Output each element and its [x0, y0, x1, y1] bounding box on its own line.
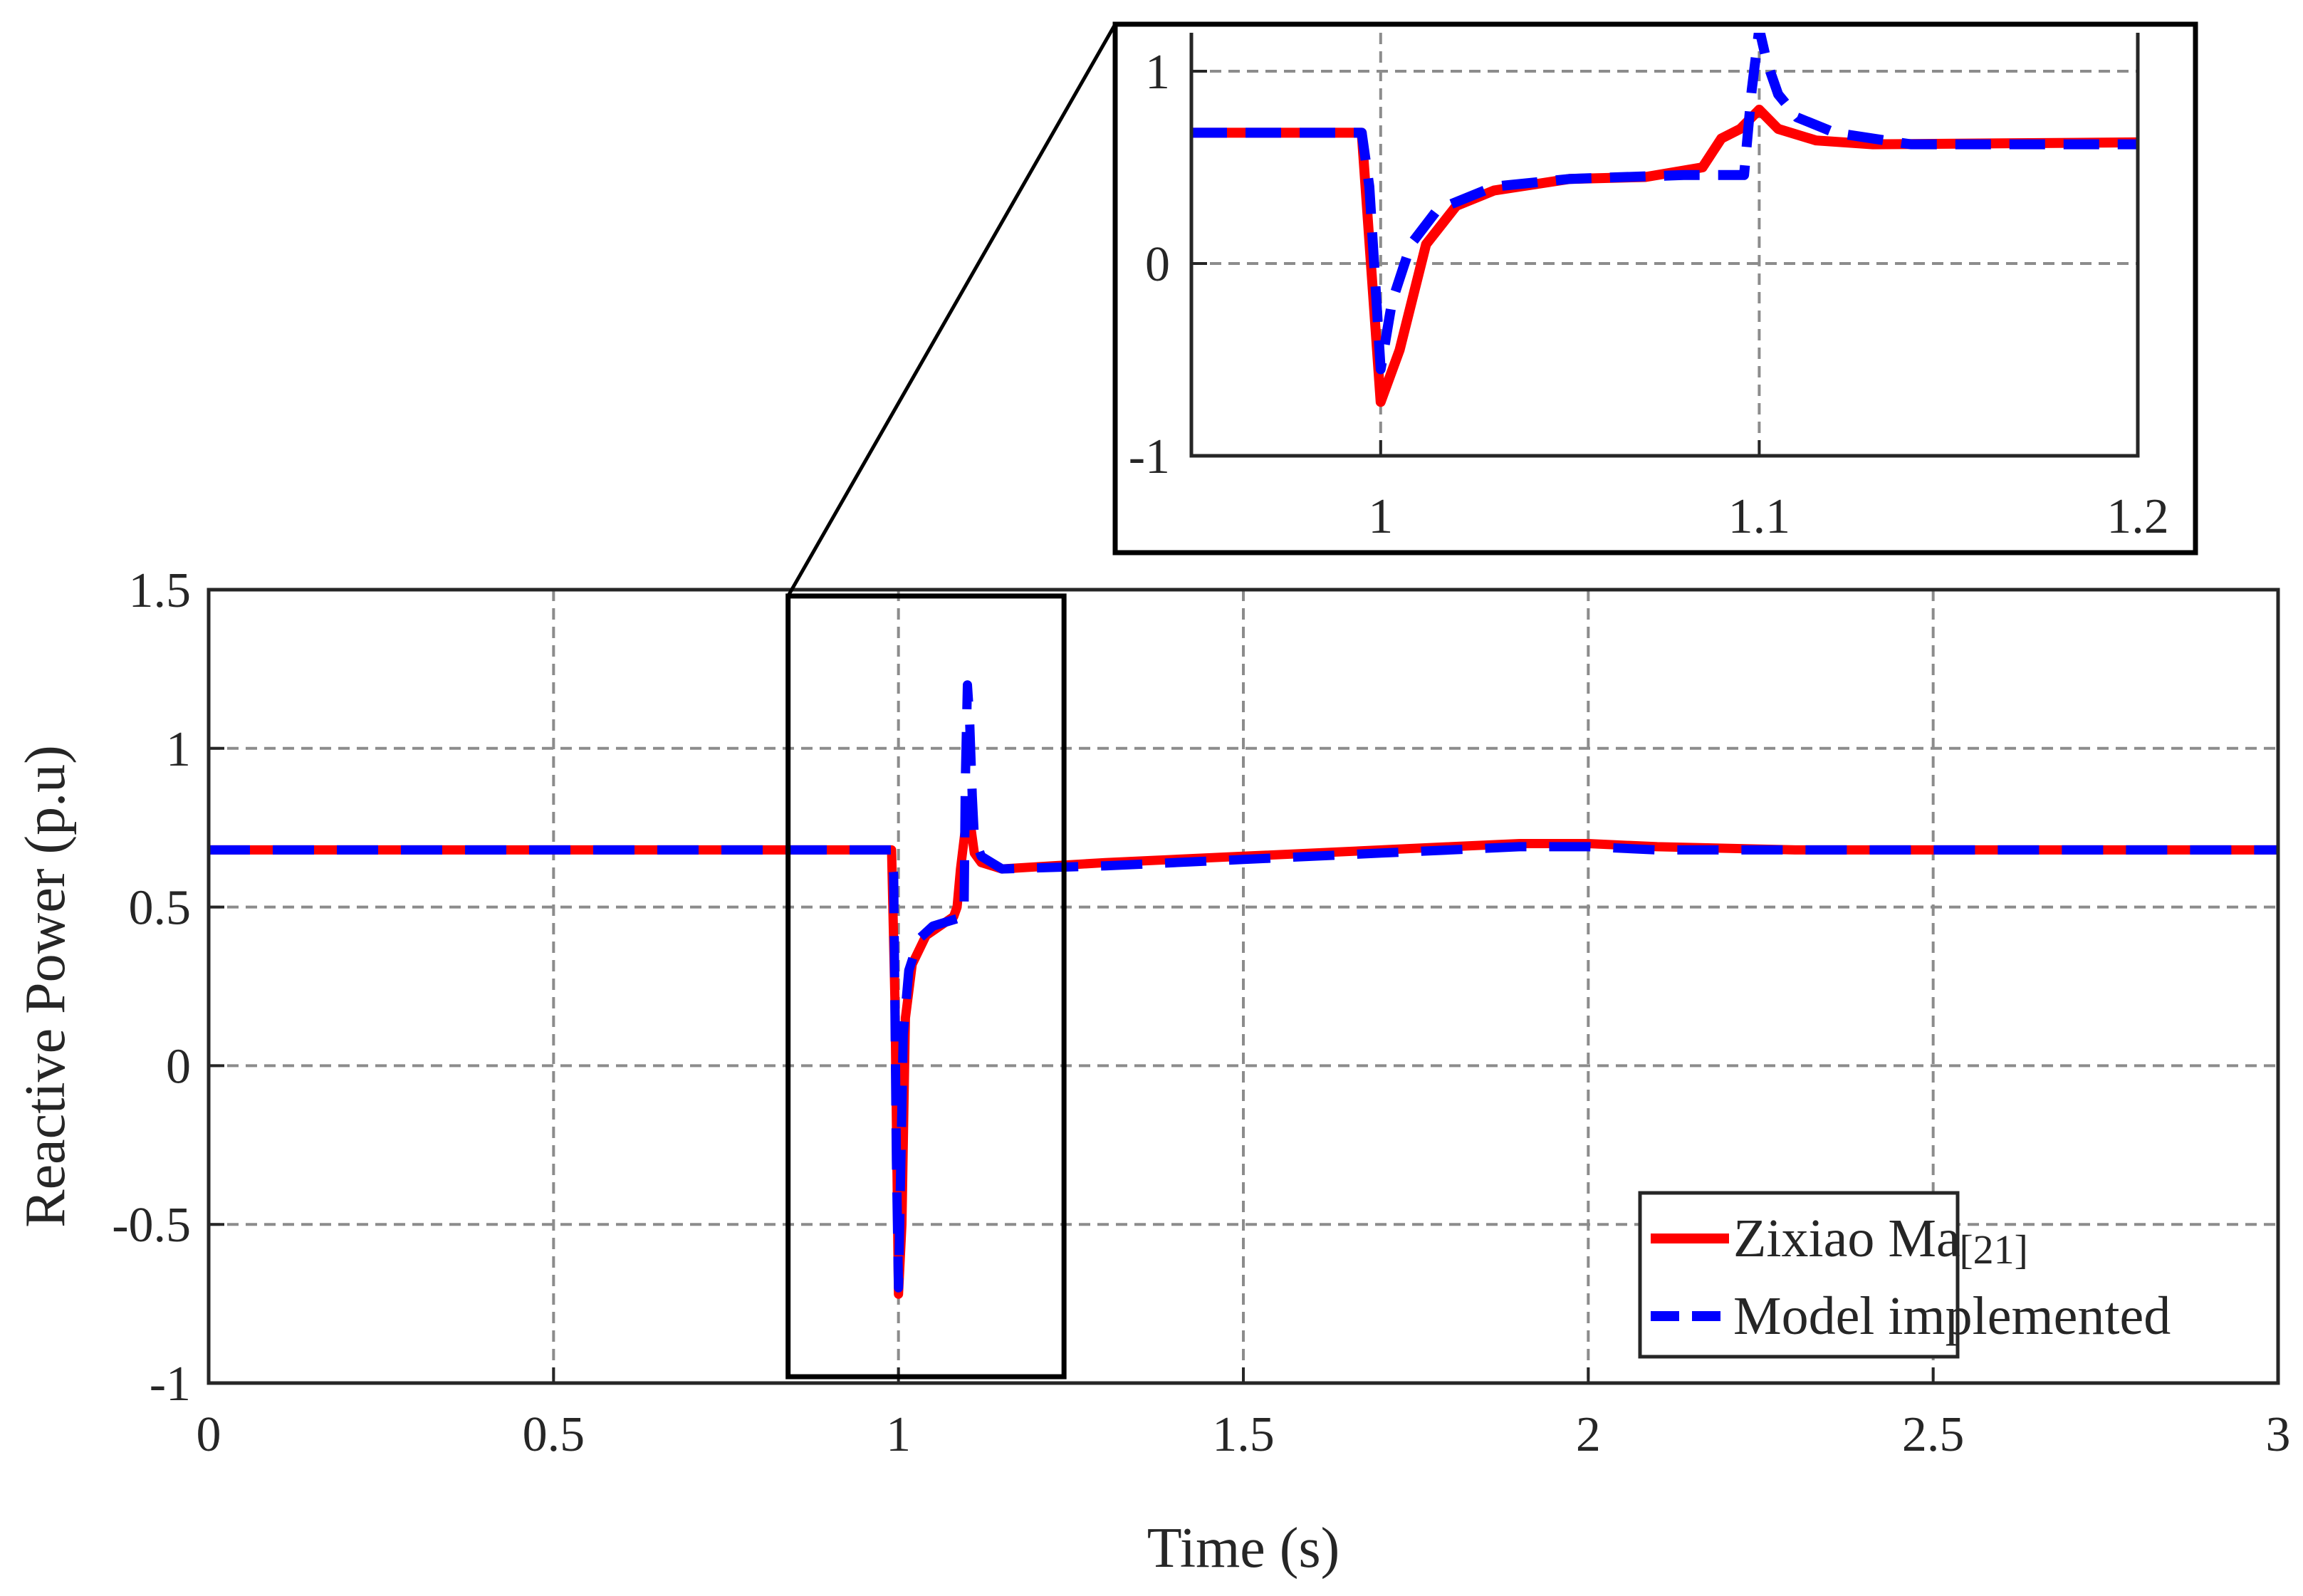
inset-series-group	[1191, 33, 2138, 407]
main-ytick-label-5: 1.5	[129, 563, 192, 618]
main-xtick-label-0: 0	[197, 1407, 221, 1462]
x-axis-title: Time (s)	[1147, 1517, 1340, 1580]
legend: Zixiao Ma [21] Model implemented	[1638, 1191, 2171, 1359]
main-tick-labels: 0 0.5 1 1.5 2 2.5 3 -1 -0.5 0 0.5 1 1.5	[112, 563, 2290, 1462]
inset-tick-labels: 1 1.1 1.2 -1 0 1	[1129, 45, 2169, 544]
main-series-group	[209, 680, 2278, 1299]
inset-ytick-label-0: -1	[1129, 429, 1170, 484]
legend-label-zixiao-ma: Zixiao Ma	[1733, 1209, 1960, 1268]
inset-xtick-label-1: 1.1	[1728, 489, 1791, 544]
inset-ytick-label-1: 0	[1145, 237, 1170, 292]
inset-xtick-label-0: 1	[1368, 489, 1393, 544]
main-xtick-label-3: 1.5	[1212, 1407, 1275, 1462]
zoom-highlight-box	[785, 593, 1067, 1379]
legend-ref-zixiao-ma: [21]	[1959, 1226, 2028, 1273]
main-ytick-label-3: 0.5	[129, 881, 192, 936]
inset-series-line-model-implemented	[1191, 33, 2138, 375]
inset-xtick-label-2: 1.2	[2106, 489, 2169, 544]
main-xtick-label-5: 2.5	[1902, 1407, 1965, 1462]
inset-ytick-label-2: 1	[1145, 45, 1170, 100]
main-ytick-label-4: 1	[166, 722, 191, 777]
zoom-connector-line	[786, 23, 1117, 598]
main-xtick-label-1: 0.5	[523, 1407, 585, 1462]
y-axis-title: Reactive Power (p.u)	[14, 745, 77, 1228]
main-xtick-label-4: 2	[1576, 1407, 1601, 1462]
main-series-line-model-implemented	[209, 680, 2278, 1293]
legend-label-model-implemented: Model implemented	[1733, 1286, 2171, 1346]
legend-box	[1638, 1191, 1960, 1359]
inset-axis-lines	[1189, 33, 2140, 458]
main-xtick-label-2: 1	[886, 1407, 911, 1462]
main-xtick-label-6: 3	[2266, 1407, 2291, 1462]
inset-outer-box	[1112, 21, 2198, 556]
main-ytick-label-1: -0.5	[112, 1198, 191, 1253]
main-ytick-label-2: 0	[166, 1039, 191, 1094]
main-ytick-label-0: -1	[150, 1357, 191, 1412]
inset-series-line-zixiao-ma	[1191, 105, 2138, 407]
